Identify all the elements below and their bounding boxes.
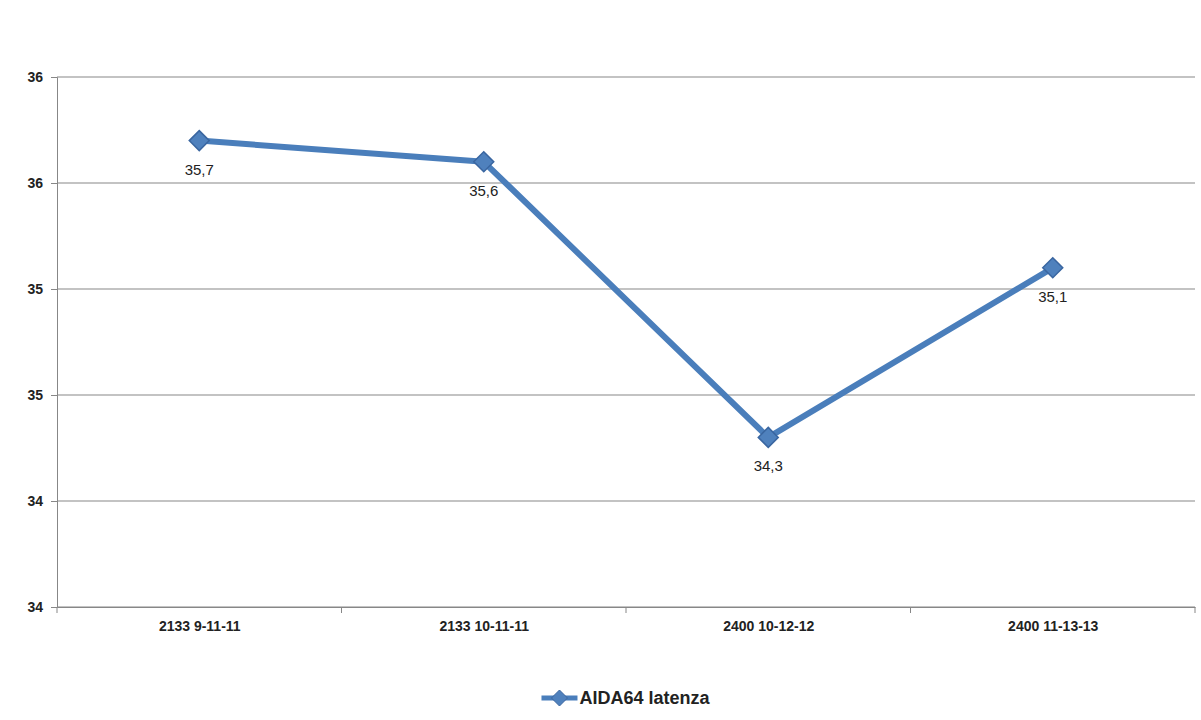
grid-line: [57, 289, 1195, 290]
data-labels: 35,7 35,6 34,3 35,1: [185, 161, 1068, 475]
x-separator: [910, 607, 911, 613]
x-tick-label: 2133 9-11-11: [159, 618, 241, 634]
grid: [57, 77, 1195, 607]
chart: 34 34 35 35 36 36 2133 9-11-11 2133 10-11-11 240…: [0, 0, 1201, 720]
x-tick: 2133 10-11-11: [439, 607, 529, 634]
marker: [189, 131, 209, 151]
x-separator: [57, 607, 58, 613]
legend-label: AIDA64 latenza: [579, 688, 710, 708]
data-label: 35,1: [1038, 288, 1067, 305]
x-separators: [57, 607, 1195, 613]
x-tick: 2400 11-13-13: [1008, 607, 1099, 634]
plot: 34 34 35 35 36 36 2133 9-11-11 2133 10-11-11 240…: [27, 69, 1195, 634]
grid-line: [57, 501, 1195, 502]
legend: AIDA64 latenza: [541, 688, 710, 708]
legend-item: AIDA64 latenza: [541, 688, 710, 708]
y-tick: 35: [27, 281, 57, 297]
x-tick: 2133 9-11-11: [159, 607, 241, 634]
x-tick-label: 2133 10-11-11: [439, 618, 529, 634]
data-label: 35,6: [469, 182, 498, 199]
grid-line: [57, 395, 1195, 396]
y-tick-label: 36: [27, 175, 43, 191]
y-tick-label: 35: [27, 281, 43, 297]
y-tick: 36: [27, 175, 57, 191]
x-axis: 2133 9-11-11 2133 10-11-11 2400 10-12-12 24…: [57, 607, 1196, 634]
y-tick-label: 34: [27, 493, 43, 509]
grid-line: [57, 77, 1195, 78]
y-tick-mark: [51, 289, 57, 290]
y-tick-mark: [51, 183, 57, 184]
marker: [1043, 258, 1063, 278]
y-tick-label: 35: [27, 387, 43, 403]
marks: [189, 131, 1063, 448]
x-separator: [626, 607, 627, 613]
x-tick-label: 2400 10-12-12: [723, 618, 814, 634]
y-tick: 35: [27, 387, 57, 403]
data-label: 34,3: [754, 457, 783, 474]
x-separator: [1195, 607, 1196, 613]
x-tick-label: 2400 11-13-13: [1008, 618, 1099, 634]
x-separator: [341, 607, 342, 613]
y-axis-line: [51, 78, 58, 608]
x-tick: 2400 10-12-12: [723, 607, 814, 634]
y-tick-mark: [51, 607, 57, 608]
grid-line: [57, 183, 1195, 184]
y-tick-label: 36: [27, 69, 43, 85]
marker: [758, 427, 778, 447]
y-axis: 34 34 35 35 36 36: [27, 69, 57, 615]
marker: [474, 152, 494, 172]
y-tick: 34: [27, 493, 57, 509]
y-tick: 34: [27, 599, 57, 615]
data-label: 35,7: [185, 161, 214, 178]
y-tick-mark: [51, 395, 57, 396]
y-tick-mark: [51, 77, 57, 78]
y-tick-label: 34: [27, 599, 43, 615]
legend-marker: [551, 690, 567, 706]
y-tick: 36: [27, 69, 57, 85]
y-tick-mark: [51, 501, 57, 502]
series-line: [199, 141, 1053, 438]
